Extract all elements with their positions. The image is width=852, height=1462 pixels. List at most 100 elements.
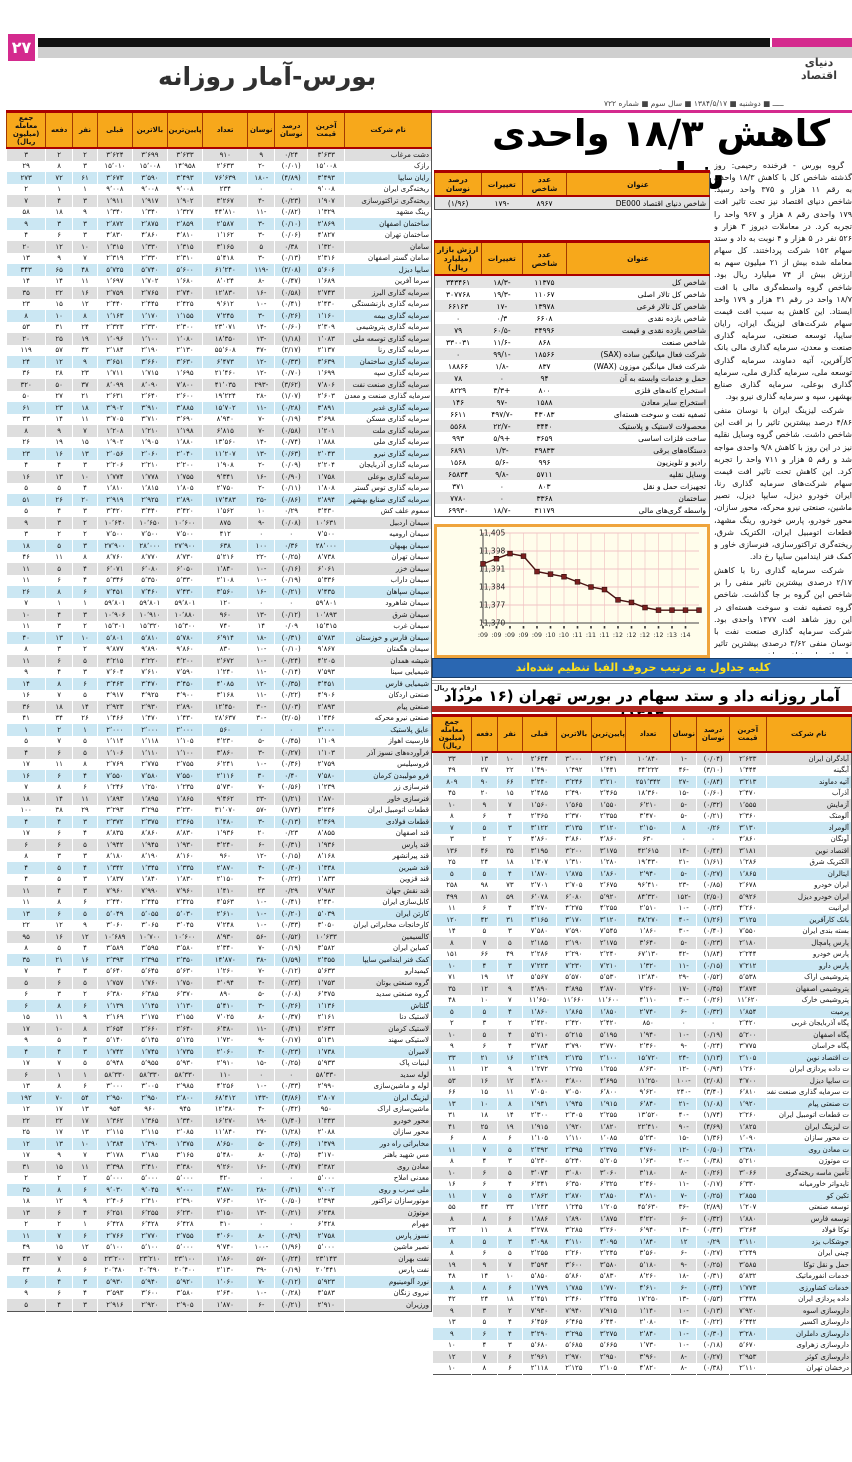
cell: ۱٬۹۱۵ bbox=[521, 1121, 557, 1133]
cell: ۹٬۸۶۰ bbox=[166, 643, 203, 656]
cell: -۱۳ bbox=[247, 448, 275, 460]
cell: ۵ bbox=[470, 822, 498, 834]
cell: ۳٬۱۷۸ bbox=[96, 1149, 133, 1162]
table-row: ساخت فلزات اساسی ۳۶۵۹ +۵/۹ ۹۹۳ bbox=[434, 432, 710, 444]
cell: ۴٬۵۶۳ bbox=[202, 896, 248, 909]
cell: سرمایه گذاری غدیر bbox=[344, 402, 432, 414]
cell: ۵٬۵۳۸ bbox=[728, 971, 767, 984]
svg-text:10:: 10: bbox=[545, 632, 555, 639]
cell: ۲۸٬۶۳۷ bbox=[202, 712, 248, 725]
cell: ت داده پردازی ایران bbox=[765, 1063, 852, 1076]
cell: ۶٬۴۲۸ bbox=[131, 1218, 168, 1231]
cell: ۳ bbox=[72, 160, 98, 173]
table-row: محصولات لاستیک و پلاستیک ۳۴۴۰ -۲۲/۷ ۵۵۶۸ bbox=[434, 420, 710, 432]
cell: ۱٬۳۴۰ bbox=[131, 206, 168, 219]
cell: ۱۹ bbox=[470, 971, 498, 984]
cell: ۱۰٬۶۳۱ bbox=[307, 517, 345, 529]
table-row: پرمیت ۱٬۸۵۴ (۰/۳۲) -۶ ۲٬۷۴۰ ۱٬۸۵۰ ۱٬۸۶۵ ۱٬۸۶۰ ۴ ۵… bbox=[432, 1006, 852, 1018]
cell: -۹۰ bbox=[669, 1121, 697, 1133]
cell: محور خودرو bbox=[344, 1115, 432, 1127]
cell: ۲۷۳ bbox=[5, 172, 46, 184]
cell: ۳٬۲۶۷ bbox=[202, 195, 248, 207]
cell: ۳٬۲۱۰ bbox=[590, 776, 626, 788]
cell: ساختمان bbox=[566, 492, 710, 504]
cell: ۱٬۴۹۲ bbox=[556, 764, 592, 777]
cell: -۹ bbox=[247, 1034, 275, 1047]
cell: ۲٬۳۰۹ bbox=[307, 321, 345, 334]
cell: ۳٬۲۷۸ bbox=[521, 1224, 557, 1237]
cell: ۱۴ bbox=[247, 620, 275, 633]
cell: -۱۰ bbox=[247, 896, 275, 909]
cell: ۵ bbox=[72, 1253, 98, 1265]
cell: -۳ bbox=[247, 747, 275, 759]
cell: ۳٬۳۸۲ bbox=[307, 1161, 345, 1173]
cell: -۸ bbox=[669, 1362, 697, 1375]
table-row: قند شیرین ۱٬۳۳۸ (۰/۳۰) -۴ ۲٬۸۷۰ ۱٬۳۳۵ ۱٬۳۴۵ ۱٬۳… bbox=[5, 862, 432, 874]
cell: ۱۴ bbox=[5, 678, 46, 690]
cell: ۶ bbox=[5, 1000, 46, 1012]
cell: آبادگران ایران bbox=[765, 752, 852, 765]
cell: ۱٬۳۴۰ bbox=[96, 206, 133, 219]
cell: ۳ bbox=[45, 517, 73, 529]
cell: (۱/۸۴) bbox=[696, 948, 730, 961]
cell: ۱٬۸۷۰ bbox=[202, 1299, 248, 1312]
cell: ۲۵۱٬۳۴۲ bbox=[625, 776, 671, 788]
cell: ۲٬۸۷۲ bbox=[96, 218, 133, 230]
cell: (۱/۶۱) bbox=[696, 856, 730, 869]
cell: سرمایه گذاری آذربایجان bbox=[344, 459, 432, 472]
cell: ۲٬۴۸۵ bbox=[521, 787, 557, 800]
cell: ۲٬۱۰۰ bbox=[590, 1052, 626, 1064]
cell: ۸ bbox=[45, 1264, 73, 1277]
cell: -۶۰/۵ bbox=[481, 324, 523, 336]
cell: ۱۸۸۶۶ bbox=[434, 360, 482, 372]
cell: ۱۲٬۴۵۰ bbox=[202, 701, 248, 713]
cell: (۰/۲۷) bbox=[696, 868, 730, 880]
cell: ساختمان اصفهان bbox=[344, 218, 432, 230]
cell: ۱۰٬۸۴۰ bbox=[625, 752, 671, 765]
cell: ۳۲۰ bbox=[5, 379, 46, 391]
cell: ت سرمایه گذاری صنعت نفت bbox=[765, 1086, 852, 1099]
cell: ۴٬۶۱۰ bbox=[625, 1282, 671, 1294]
cell: ۳٬۱۲۲ bbox=[521, 822, 557, 834]
table-row: قند اصفهان ۸٬۸۵۵ ۰/۲۳ ۲۰ ۱٬۹۳۶ ۸٬۸۳۰ ۸٬۸۶۰ ۸٬۸۳… bbox=[5, 827, 432, 840]
cell: ۴٬۸۰۰ bbox=[556, 1075, 592, 1087]
cell: ۱٬۶۸۹ bbox=[307, 275, 345, 288]
cell: ۲۲ bbox=[45, 287, 73, 299]
cell: ۳٬۷۱۰ bbox=[131, 413, 168, 426]
cell: شاخص صنعت bbox=[566, 336, 710, 348]
cell: ۲٬۲۶۰ bbox=[556, 1247, 592, 1260]
cell: ۷۶٬۶۳۹ bbox=[202, 172, 248, 184]
cell: -۴۹۷/۷ bbox=[481, 408, 523, 420]
cell: ۸ bbox=[432, 937, 472, 949]
cell: (۱/۷۴) bbox=[274, 804, 308, 817]
cell: ۲٬۲۰۴ bbox=[307, 459, 345, 472]
cell: ۶٬۳۲۵ bbox=[590, 1178, 626, 1191]
cell: ۷ bbox=[45, 1230, 73, 1242]
cell: ۱٬۲۷۵ bbox=[556, 1063, 592, 1076]
cell: ۹ bbox=[45, 252, 73, 265]
cell: ۲۳٬۰۷۱ bbox=[202, 321, 248, 334]
cell: ۲٬۳۵۵ bbox=[307, 954, 345, 966]
cell: لاستیکی سهند bbox=[344, 1034, 432, 1047]
cell: ۵ bbox=[72, 977, 98, 989]
cell: داروسازی کوثر bbox=[765, 1351, 852, 1363]
cell: -۲۹ bbox=[669, 971, 697, 984]
cell: ۳٬۵۸۹ bbox=[96, 942, 133, 955]
cell: ۱۳ bbox=[5, 908, 46, 920]
cell: (۰/۵۸) bbox=[274, 425, 308, 437]
cell: فرو مولیبدن کرمان bbox=[344, 770, 432, 782]
cell: (۰/۲۶) bbox=[696, 994, 730, 1007]
cell: ۲٬۶۷۵ bbox=[590, 879, 626, 892]
cell: خدمات انفورماتیک bbox=[765, 1270, 852, 1283]
cell: ۴۲ bbox=[432, 1293, 472, 1306]
cell: ۲۶ bbox=[72, 712, 98, 725]
cell: ۳٬۰۶۰ bbox=[590, 1167, 626, 1179]
cell: -۱ bbox=[669, 752, 697, 765]
cell: -۹ bbox=[669, 1259, 697, 1271]
cell: ۵ bbox=[72, 908, 98, 920]
cell: ۴٬۷۰۰ bbox=[728, 1075, 767, 1087]
cell: ۴٬۷۶۰ bbox=[625, 1144, 671, 1156]
cell: ۹٬۴۶۲ bbox=[202, 793, 248, 805]
cell: (۰/۰۹) bbox=[274, 459, 308, 472]
svg-text:10:: 10: bbox=[559, 632, 569, 639]
